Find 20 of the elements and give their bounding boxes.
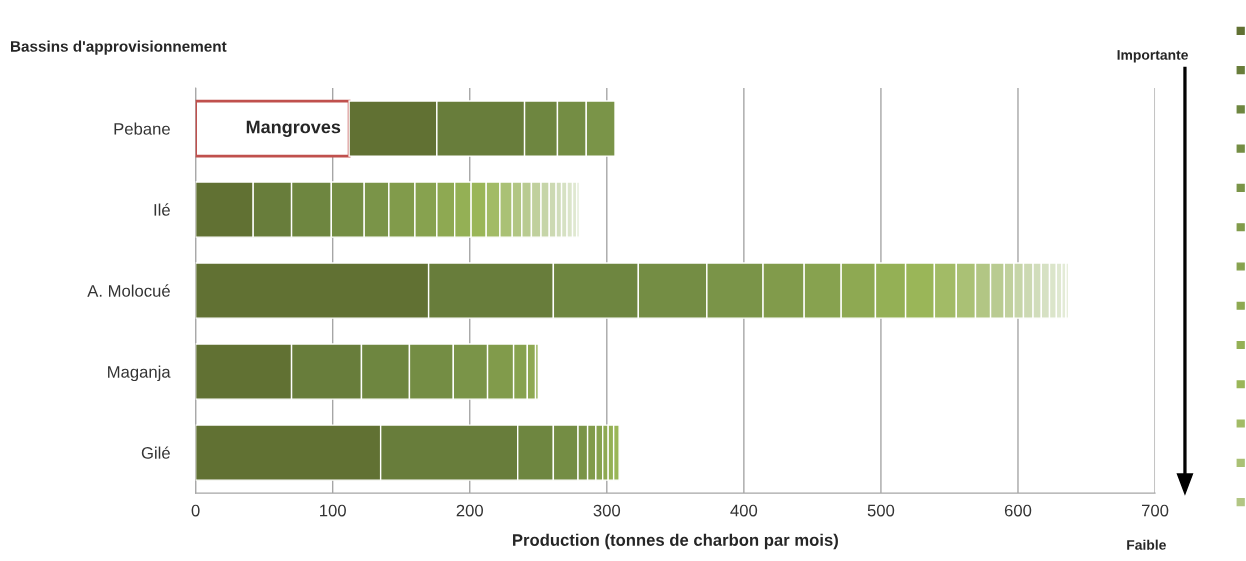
text: Faible	[1127, 539, 1166, 550]
x-tick-label: 700	[1141, 504, 1169, 517]
x-tick-label: 200	[456, 504, 483, 517]
x-tick-label: 600	[1004, 504, 1032, 517]
y-tick-label: Gilé	[141, 446, 170, 459]
x-axis-title: Production (tonnes de charbon par mois)	[513, 533, 838, 550]
x-tick-label: 100	[320, 504, 346, 517]
x-tick-label: 500	[867, 504, 895, 517]
bar	[1065, 262, 1070, 319]
bar	[575, 181, 581, 238]
y-tick-label: Ilé	[154, 203, 170, 216]
y-tick-label: Pebane	[114, 122, 170, 135]
y-axis-title: Bassins d'approvisionnement	[10, 40, 227, 55]
y-tick-label: A. Molocué	[87, 284, 170, 297]
x-tick-label: 0	[191, 504, 200, 517]
series-label: Mangroves	[246, 120, 341, 137]
y-tick-label: Maganja	[108, 365, 171, 382]
x-tick-label: 300	[593, 504, 621, 517]
text: Importante	[1117, 50, 1188, 63]
x-tick-label: 400	[730, 504, 758, 517]
